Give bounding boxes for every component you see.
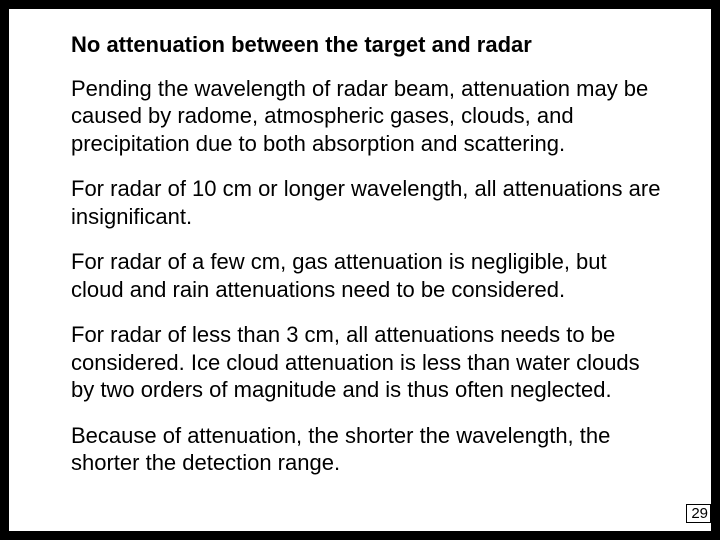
body-paragraph: For radar of a few cm, gas attenuation i…: [71, 248, 663, 303]
body-paragraph: Pending the wavelength of radar beam, at…: [71, 75, 663, 158]
body-paragraph: For radar of 10 cm or longer wavelength,…: [71, 175, 663, 230]
page-number: 29: [686, 504, 711, 523]
slide-title: No attenuation between the target and ra…: [71, 31, 663, 59]
body-paragraph: Because of attenuation, the shorter the …: [71, 422, 663, 477]
slide-frame: No attenuation between the target and ra…: [0, 0, 720, 540]
body-paragraph: For radar of less than 3 cm, all attenua…: [71, 321, 663, 404]
